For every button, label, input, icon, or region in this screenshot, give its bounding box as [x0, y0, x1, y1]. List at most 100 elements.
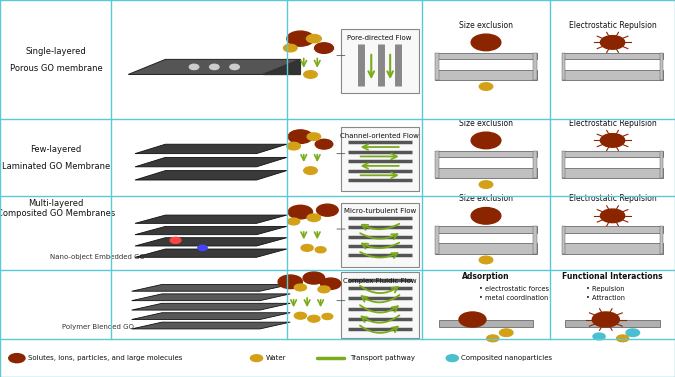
Circle shape: [315, 43, 333, 54]
Text: Multi-layered: Multi-layered: [28, 199, 84, 208]
Bar: [562, 226, 663, 233]
Bar: [435, 243, 537, 254]
Circle shape: [307, 214, 321, 222]
Text: Micro-turbulent Flow: Micro-turbulent Flow: [344, 208, 416, 214]
Polygon shape: [135, 158, 287, 167]
Text: Complex Fluidic Flow: Complex Fluidic Flow: [343, 278, 416, 284]
Circle shape: [459, 312, 486, 327]
Polygon shape: [263, 60, 300, 75]
Circle shape: [601, 35, 625, 49]
Circle shape: [317, 204, 338, 216]
Bar: [435, 226, 537, 233]
Circle shape: [479, 256, 493, 264]
Text: Composited nanoparticles: Composited nanoparticles: [461, 355, 552, 361]
Bar: [565, 320, 659, 327]
Circle shape: [318, 286, 330, 293]
Text: • Repulsion: • Repulsion: [585, 287, 624, 292]
Text: Transport pathway: Transport pathway: [350, 355, 414, 361]
Text: Electrostatic Repulsion: Electrostatic Repulsion: [568, 119, 656, 128]
Bar: [435, 151, 439, 178]
Circle shape: [307, 133, 321, 140]
Circle shape: [303, 272, 325, 284]
Text: • electrostatic forces: • electrostatic forces: [479, 287, 549, 292]
Circle shape: [500, 329, 513, 337]
Circle shape: [616, 335, 629, 342]
Text: Channel-oriented Flow: Channel-oriented Flow: [340, 133, 419, 139]
Bar: [341, 29, 418, 93]
Bar: [533, 226, 537, 254]
Text: Water: Water: [265, 355, 286, 361]
Text: Pore-directed Flow: Pore-directed Flow: [348, 35, 412, 41]
Bar: [562, 226, 565, 254]
Bar: [341, 203, 418, 267]
Polygon shape: [135, 238, 287, 246]
Bar: [341, 273, 418, 339]
Text: Polymer Blended GO: Polymer Blended GO: [62, 324, 134, 330]
Text: Nano-object Embedded GO: Nano-object Embedded GO: [51, 254, 145, 260]
Polygon shape: [135, 170, 287, 180]
Bar: [435, 70, 537, 80]
Circle shape: [601, 209, 625, 223]
Circle shape: [322, 314, 333, 320]
Circle shape: [315, 247, 326, 253]
Circle shape: [294, 312, 306, 319]
Circle shape: [294, 284, 306, 291]
Circle shape: [593, 312, 620, 327]
Text: Single-layered: Single-layered: [26, 48, 86, 56]
Bar: [435, 150, 537, 158]
Bar: [533, 53, 537, 80]
Circle shape: [304, 71, 317, 78]
Circle shape: [189, 64, 199, 70]
Polygon shape: [132, 322, 290, 329]
Bar: [562, 53, 565, 80]
Text: Solutes, ions, particles, and large molecules: Solutes, ions, particles, and large mole…: [28, 355, 183, 361]
Circle shape: [471, 34, 501, 51]
Text: Size exclusion: Size exclusion: [459, 195, 513, 203]
Bar: [562, 167, 663, 178]
Polygon shape: [135, 215, 287, 223]
Circle shape: [315, 139, 333, 149]
Polygon shape: [135, 249, 287, 257]
Circle shape: [446, 355, 458, 362]
Text: • Attraction: • Attraction: [585, 295, 624, 300]
Polygon shape: [128, 60, 300, 75]
Text: Porous GO membrane: Porous GO membrane: [9, 64, 103, 73]
Circle shape: [471, 132, 501, 149]
Text: Functional Interactions: Functional Interactions: [562, 272, 663, 280]
Circle shape: [287, 31, 314, 46]
Bar: [439, 320, 533, 327]
Circle shape: [306, 35, 321, 43]
Circle shape: [626, 329, 639, 337]
Circle shape: [278, 275, 302, 289]
Circle shape: [288, 130, 313, 143]
Circle shape: [209, 64, 219, 70]
Circle shape: [301, 245, 313, 251]
Polygon shape: [132, 285, 290, 291]
Text: Electrostatic Repulsion: Electrostatic Repulsion: [568, 21, 656, 30]
Bar: [533, 151, 537, 178]
Circle shape: [321, 278, 341, 290]
Bar: [659, 226, 663, 254]
Circle shape: [250, 355, 263, 362]
Circle shape: [284, 44, 297, 52]
Circle shape: [198, 245, 207, 251]
Polygon shape: [135, 226, 287, 234]
Text: Few-layered: Few-layered: [30, 146, 82, 154]
Bar: [435, 53, 537, 60]
Bar: [659, 53, 663, 80]
Circle shape: [288, 205, 313, 219]
Circle shape: [230, 64, 239, 70]
Polygon shape: [132, 303, 290, 310]
Circle shape: [471, 207, 501, 224]
Circle shape: [479, 181, 493, 188]
Text: Laminated GO Membrane: Laminated GO Membrane: [2, 162, 110, 171]
Circle shape: [287, 142, 300, 150]
Bar: [562, 70, 663, 80]
Text: Size exclusion: Size exclusion: [459, 119, 513, 128]
Bar: [341, 127, 418, 192]
Text: Adsorption: Adsorption: [462, 272, 510, 280]
Circle shape: [593, 333, 605, 340]
Bar: [435, 53, 439, 80]
Circle shape: [288, 218, 300, 225]
Circle shape: [479, 83, 493, 90]
